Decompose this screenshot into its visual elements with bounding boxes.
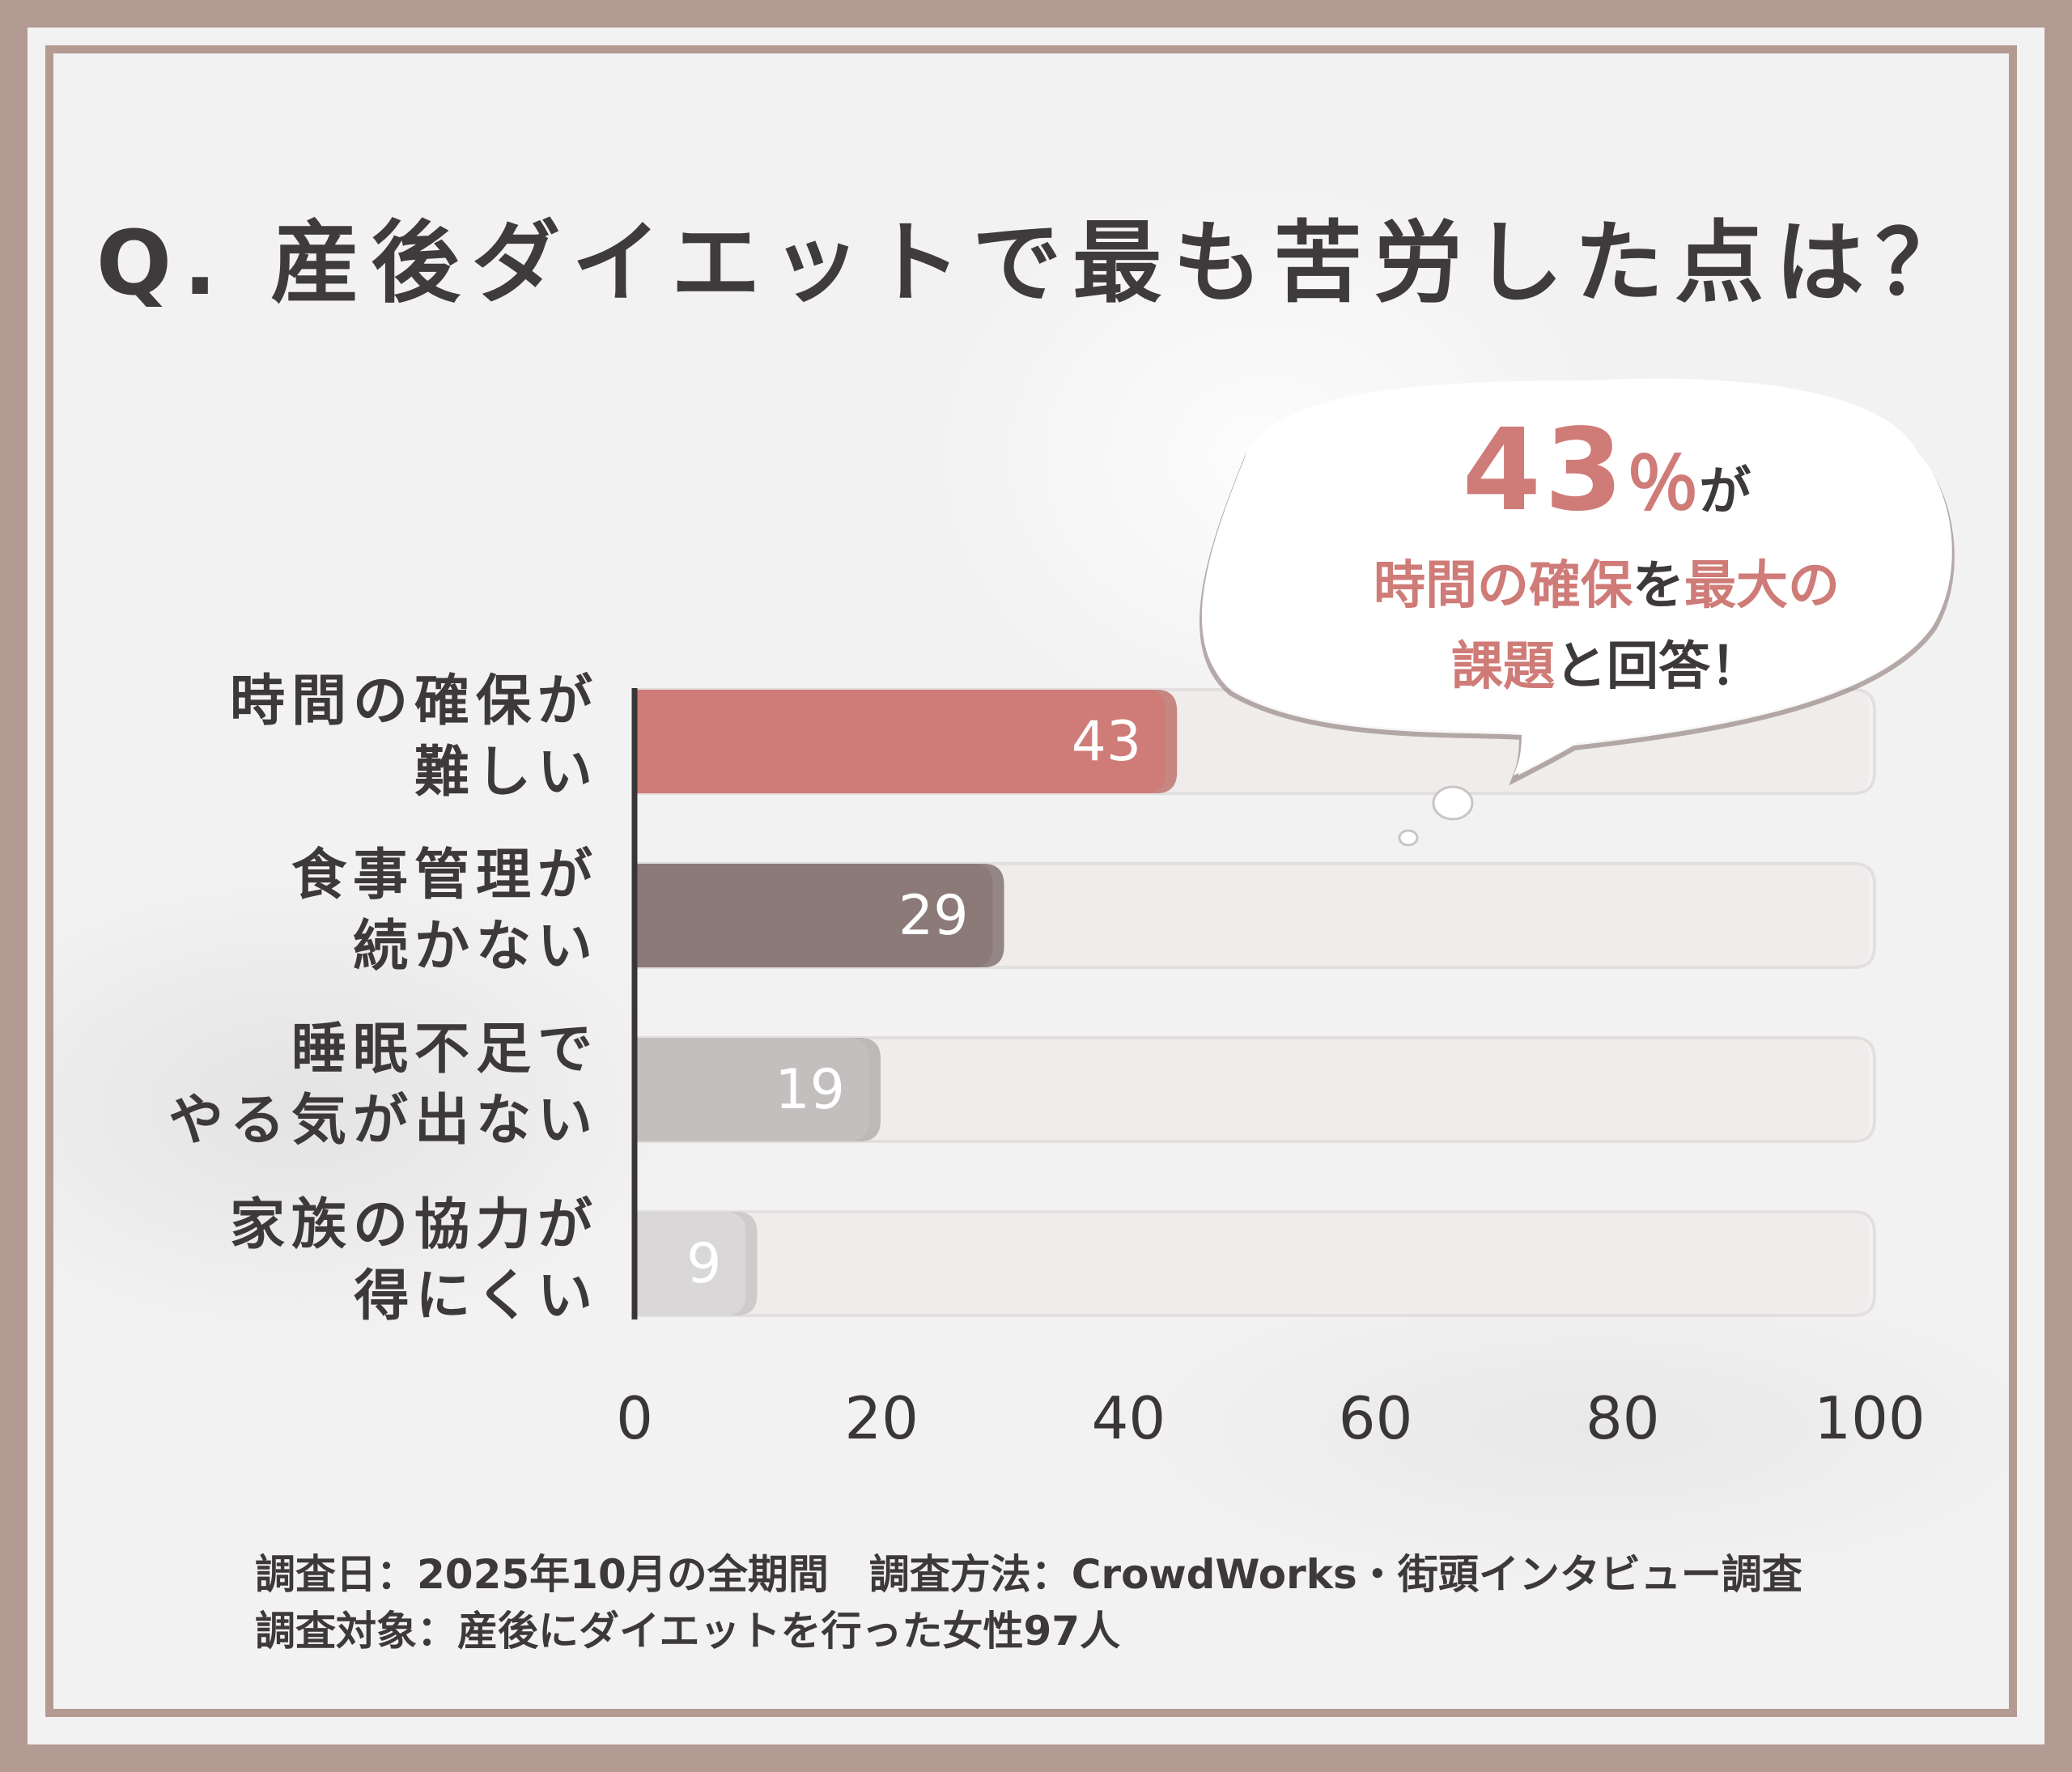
bar-2 [635, 864, 993, 967]
x-tick-label-20: 20 [844, 1384, 919, 1452]
survey-note-2: 調査対象：産後にダイエットを行った女性97人 [255, 1608, 1121, 1655]
bar-value-label-2: 29 [898, 884, 969, 948]
bar-track-edge-4 [633, 1210, 1876, 1317]
bar-track-3 [635, 1038, 1870, 1141]
callout-bubble [1199, 378, 1955, 847]
callout-line-2: 時間の確保を最大の [1374, 556, 1840, 616]
x-tick-label-60: 60 [1338, 1384, 1413, 1452]
bar-1 [635, 690, 1166, 793]
chart-title: Q. 産後ダイエットで最も苦労した点は？ [96, 211, 1976, 315]
bar-value-label-3: 19 [775, 1058, 845, 1122]
category-label-3: 睡眠不足で やる気が出ない [168, 1018, 599, 1153]
category-label-2: 食事管理が 続かない [291, 844, 599, 979]
bar-value-label-1: 43 [1071, 710, 1142, 774]
bar-value-label-4: 9 [686, 1232, 722, 1296]
bar-track-4 [635, 1212, 1870, 1315]
category-label-1: 時間の確保が 難しい [229, 669, 599, 805]
x-tick-label-80: 80 [1585, 1384, 1660, 1452]
x-tick-label-0: 0 [616, 1384, 653, 1452]
bar-3 [635, 1038, 869, 1141]
bar-track-edge-1 [633, 688, 1876, 795]
bar-track-edge-2 [633, 862, 1876, 969]
bar-4 [635, 1212, 746, 1315]
callout-line-3: 課題と回答！ [1451, 637, 1762, 697]
x-tick-label-100: 100 [1814, 1384, 1926, 1452]
x-tick-label-40: 40 [1091, 1384, 1166, 1452]
survey-note-1: 調査日：2025年10月の全期間 調査方法：CrowdWorks・街頭インタビュ… [255, 1551, 1802, 1598]
category-label-4: 家族の協力が 得にくい [229, 1193, 599, 1328]
thought-dot-small [1398, 829, 1419, 847]
callout-line-1: 43％が [1462, 405, 1751, 537]
bar-track-edge-3 [633, 1036, 1876, 1143]
thought-dot-large [1432, 785, 1474, 821]
inner-frame [45, 45, 2017, 1717]
